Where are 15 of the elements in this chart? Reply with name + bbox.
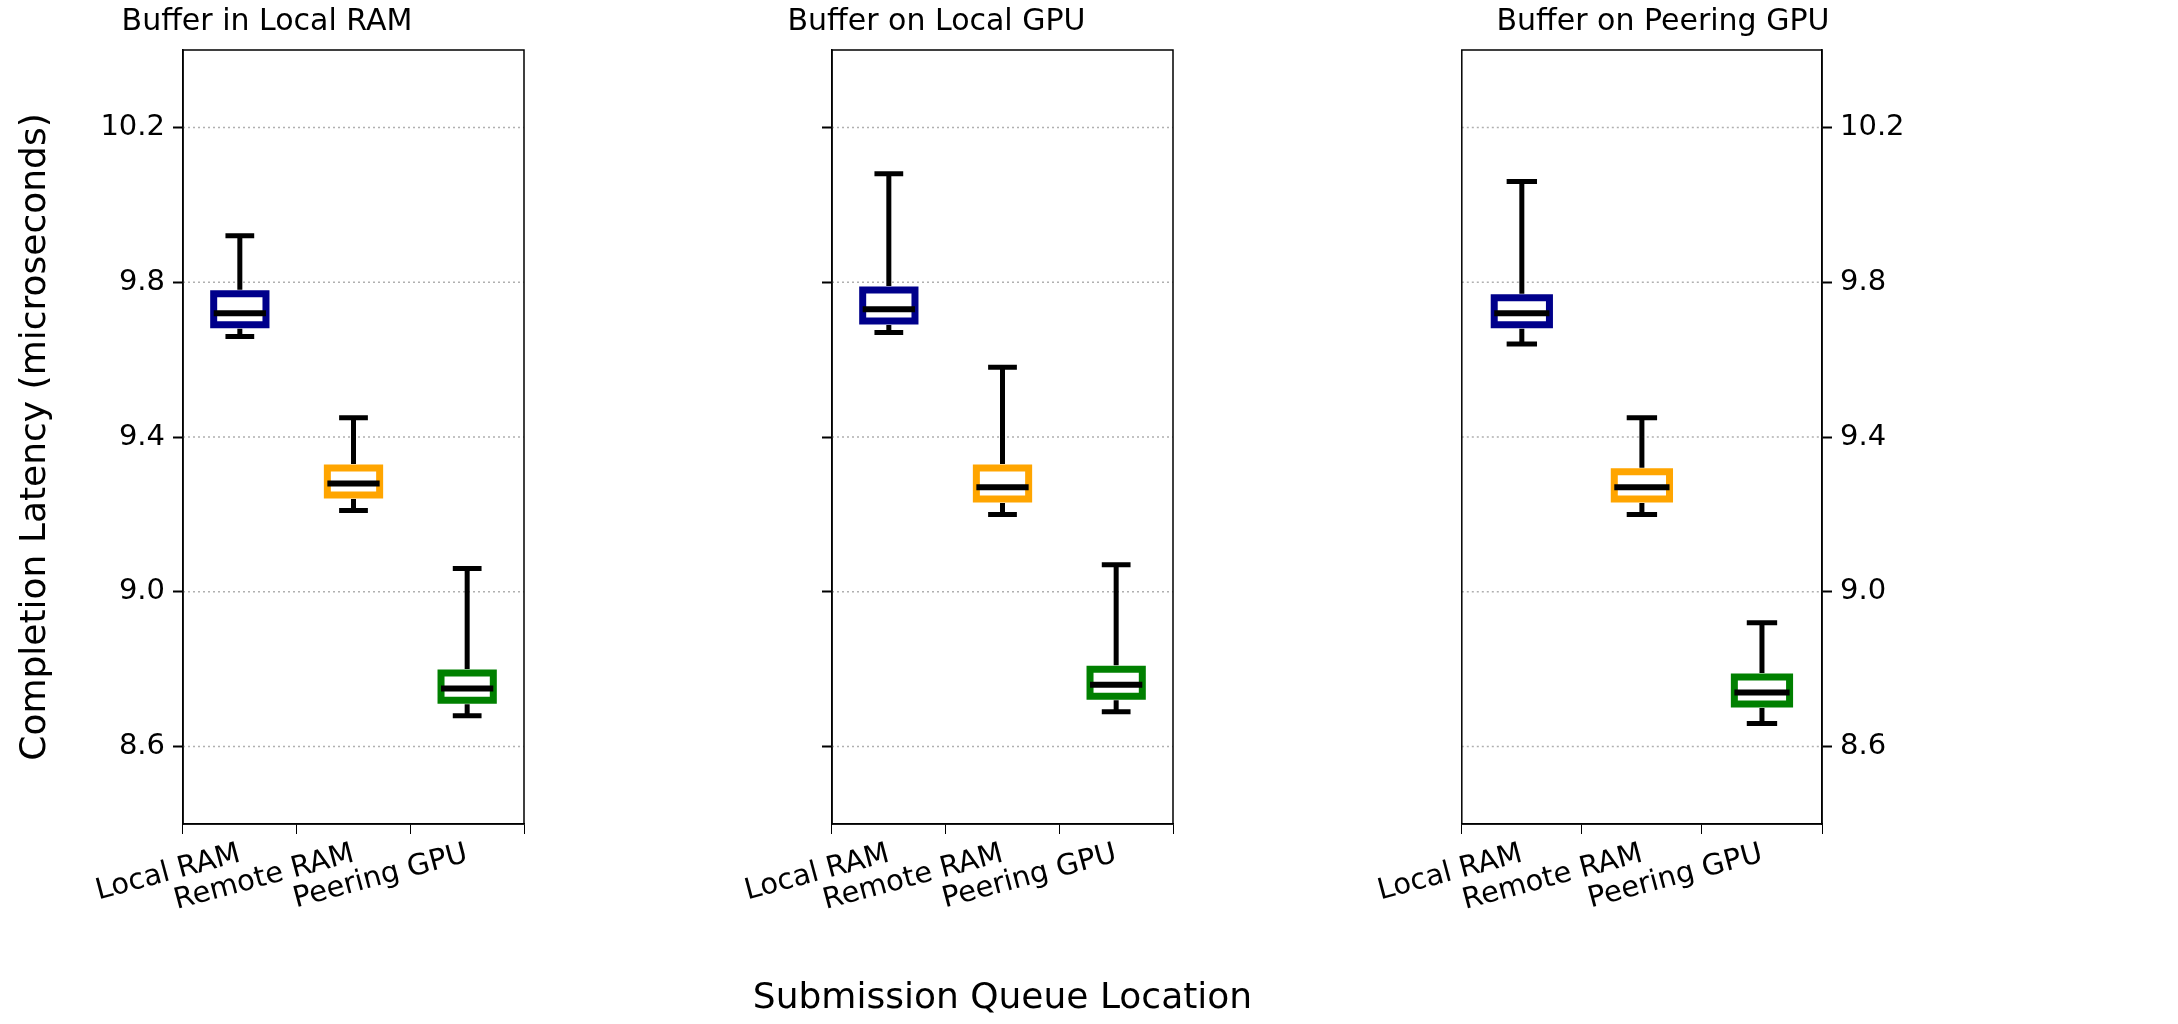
y2-tick-label: 8.6 <box>1840 727 1887 762</box>
chart-title: Buffer on Peering GPU <box>1496 1 1830 37</box>
chart-title: Buffer in Local RAM <box>121 1 413 37</box>
y2-tick-label: 9.0 <box>1840 572 1887 607</box>
y-tick-label: 9.4 <box>118 417 165 452</box>
y-tick-label: 9.0 <box>118 572 165 607</box>
chart-title: Buffer on Local GPU <box>787 1 1086 37</box>
y2-tick-label: 9.4 <box>1840 417 1887 452</box>
y-tick-label: 9.8 <box>118 262 165 297</box>
x-axis-title: Submission Queue Location <box>751 975 1254 1016</box>
y-tick-label: 8.6 <box>118 727 165 762</box>
y-tick-label: 10.2 <box>100 107 165 142</box>
y2-tick-label: 10.2 <box>1840 107 1905 142</box>
y2-tick-label: 9.8 <box>1840 262 1887 297</box>
y-axis-title: Completion Latency (microseconds) <box>11 113 53 761</box>
